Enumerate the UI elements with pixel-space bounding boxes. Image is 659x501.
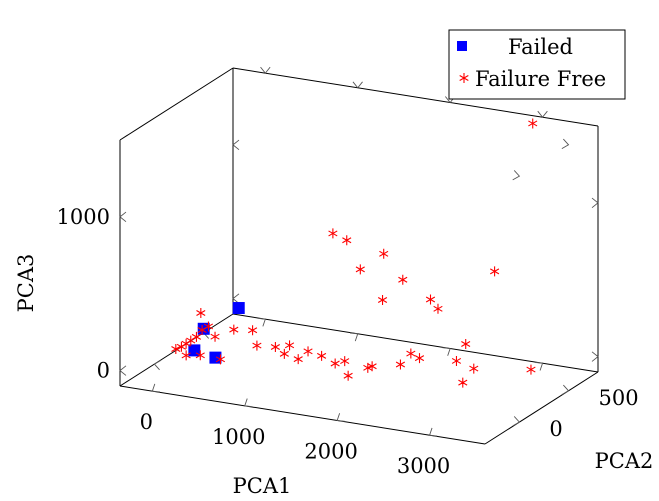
failure-free-point [469,363,479,374]
x-tick-mark [537,110,548,118]
failure-free-point [526,364,536,375]
x-tick-mark [257,317,266,327]
failure-free-point [343,370,353,381]
legend-marker-failed [457,41,467,51]
failure-free-point [406,348,416,359]
x-tick-label: 3000 [397,454,450,478]
failure-free-point [458,377,468,388]
failure-free-point [489,266,500,277]
z-tick-mark [232,139,240,151]
failure-free-point [210,331,220,342]
failure-free-point [191,331,202,342]
z-tick-mark [119,365,127,376]
failure-free-point [203,321,214,332]
z-tick-label: 1000 [57,205,110,229]
failure-free-point [355,264,365,275]
failure-free-point [215,354,226,365]
y-axis-title: PCA2 [595,449,654,473]
failure-free-point [363,362,373,373]
y-tick-mark [512,170,521,181]
failure-free-point [293,354,303,365]
box-edge [119,67,234,141]
data-points [171,118,538,388]
failure-free-point [395,359,406,370]
x-tick-mark [151,383,161,393]
y-tick-label: 0 [549,417,562,441]
failure-free-point [398,274,408,285]
failure-free-point [186,335,196,346]
failure-free-point [425,294,436,305]
x-tick-mark [244,398,253,408]
x-tick-mark [442,347,451,356]
failure-free-point [379,248,389,259]
failure-free-point [367,361,377,372]
failed-point [209,351,222,364]
z-tick-mark [119,211,127,223]
z-tick-mark [591,351,599,362]
failure-free-point [252,340,262,351]
failure-free-point [176,341,187,352]
failure-free-point [377,294,388,305]
failure-free-point [196,307,206,318]
y-tick-mark [153,359,162,371]
tick-marks [119,66,599,437]
legend-label-failed: Failed [508,35,573,59]
failed-point [232,302,245,315]
failure-free-point [414,353,425,364]
x-tick-label: 0 [140,410,153,434]
y-tick-label: 500 [599,386,639,410]
x-tick-mark [336,413,345,422]
z-tick-mark [232,293,240,304]
failure-free-point [451,355,462,366]
y-tick-mark [512,416,521,427]
box-edge [232,313,599,373]
tick-labels: 0 1000 2000 3000 0 500 0 1000 [57,205,639,478]
failure-free-point [229,324,239,335]
box-edge [232,67,599,127]
failure-free-point [284,340,295,351]
failure-free-point [316,350,327,361]
failure-free-point [340,356,350,367]
failure-free-point [279,348,289,359]
x-tick-label: 2000 [304,440,357,464]
z-tick-mark [591,197,599,209]
axis-box [119,67,599,445]
legend-label-failure-free: Failure Free [475,67,606,91]
box-edge [484,371,599,445]
failure-free-point [195,350,205,361]
legend-box [448,29,626,100]
failure-free-point [181,350,191,361]
x-tick-mark [350,332,359,342]
failure-free-point [528,118,538,129]
failure-free-point [171,344,181,355]
z-axis-title: PCA3 [14,254,38,313]
x-tick-mark [260,66,271,74]
legend: Failed Failure Free [448,29,626,100]
failure-free-point [461,338,471,349]
failure-free-point [342,235,352,246]
x-tick-mark [352,81,363,89]
x-tick-mark [428,427,438,437]
x-axis-title: PCA1 [233,474,292,498]
failure-free-point [328,228,338,239]
box-edge [119,385,486,445]
legend-star-glyph [459,73,469,83]
failure-free-point [433,303,443,314]
failure-free-point [197,325,207,336]
z-tick-label: 0 [97,359,110,383]
y-tick-mark [561,384,570,395]
failure-free-point [330,358,340,369]
failure-free-point [247,325,258,336]
failure-free-point [303,346,313,357]
failure-free-point [270,341,281,352]
y-tick-mark [561,138,570,149]
x-tick-mark [534,361,544,371]
legend-marker-failure-free [459,73,469,83]
failure-free-point [181,338,191,349]
x-tick-label: 1000 [212,425,265,449]
